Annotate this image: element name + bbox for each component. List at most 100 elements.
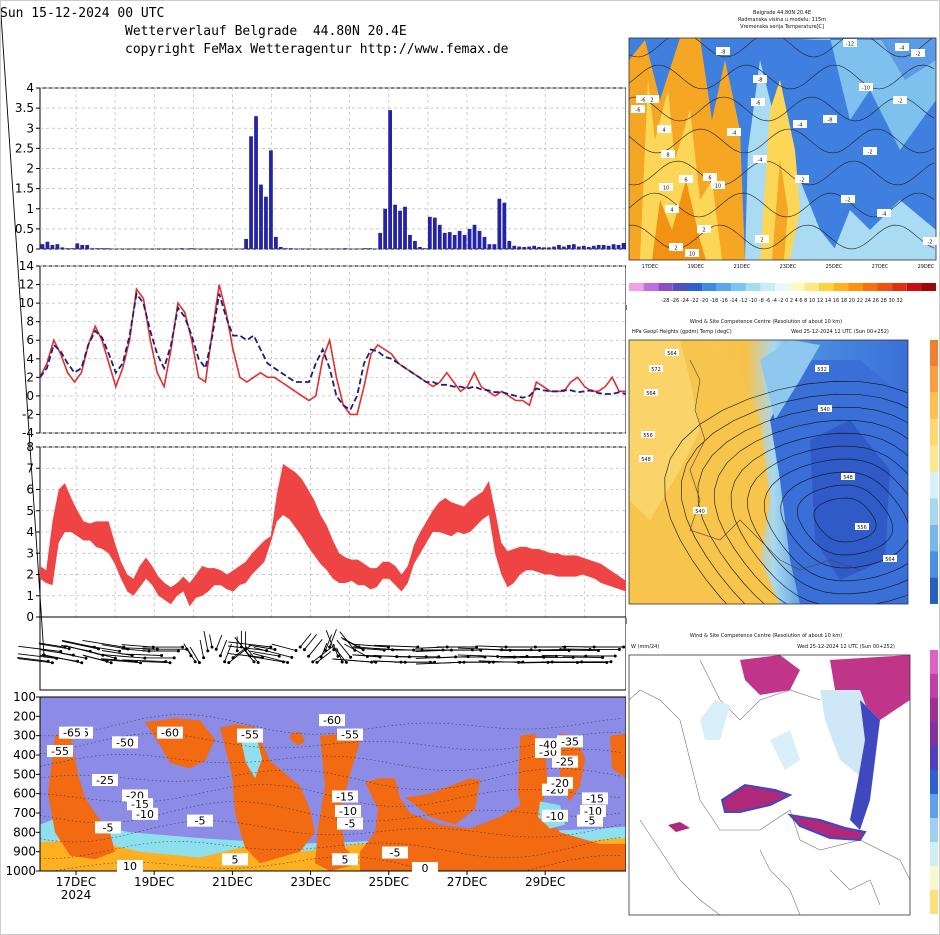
thumb1-contour-label: -2 <box>898 99 903 105</box>
wind-barb <box>520 649 561 651</box>
precip-bar <box>184 248 189 250</box>
cross-contour-label: -10 <box>136 808 154 821</box>
thumb1-scale-swatch <box>921 283 936 291</box>
precip-bar <box>70 248 75 249</box>
thumb1-contour-label: 2 <box>650 98 653 104</box>
wind-barb-head <box>218 654 222 658</box>
wind-barb <box>224 643 232 662</box>
precip-bar <box>492 244 497 249</box>
thumb1-scale-swatch <box>629 283 644 291</box>
precip-bar <box>90 248 95 249</box>
precip-bar <box>527 246 532 249</box>
wind-barb <box>344 643 368 657</box>
cross-label-bg <box>319 714 345 727</box>
precip-bar <box>576 246 581 249</box>
thumb1-contour-label: 6 <box>684 178 687 184</box>
thumb1-label-bg <box>795 175 809 183</box>
precip-bar <box>621 242 626 249</box>
precip-bar <box>239 248 244 250</box>
thumb3-title: Wind & Site Competence Centre (Resolutio… <box>690 633 842 639</box>
wind-barb <box>83 655 112 664</box>
precip-bar <box>616 244 621 249</box>
thumb2-contour <box>664 380 908 604</box>
wind-barb-head <box>617 647 621 651</box>
thumb1-scale-swatch <box>862 283 878 291</box>
thumb3-scale-swatch <box>930 650 938 674</box>
precip-bar <box>457 230 462 249</box>
wind-ytick-label: 6 <box>26 483 34 497</box>
wind-barb <box>17 657 49 662</box>
cross-contour-label: 5 <box>342 853 349 866</box>
wind-barb-head <box>197 661 201 665</box>
precip-bar <box>333 248 338 250</box>
thumb1-x-label: 19DEC <box>688 264 705 270</box>
thumb2-cool-air <box>760 340 820 420</box>
precip-bar <box>298 248 303 250</box>
thumb1-scale-swatch <box>775 283 790 291</box>
cross-section-shape <box>405 778 480 825</box>
precip-bar <box>552 246 556 249</box>
wind-barb-head <box>344 660 348 664</box>
wind-barb-head <box>160 654 164 657</box>
precip-ytick-label: 1.5 <box>15 182 34 196</box>
thumb3-scale-swatch <box>930 866 938 890</box>
wind-barb-head <box>210 645 214 649</box>
wind-barb-head <box>315 660 319 664</box>
thumb2-label-bg <box>644 389 658 396</box>
precip-ytick-label: 3.5 <box>15 101 34 115</box>
wind-barb <box>499 656 544 659</box>
thumb1-label-bg <box>657 125 671 133</box>
cross-label-bg <box>542 809 568 822</box>
thumb1-label-bg <box>661 150 675 158</box>
cross-ytick-label: 1000 <box>5 864 36 878</box>
precip-bar <box>363 248 368 249</box>
thumb1-x-label: 25DEC <box>826 264 843 270</box>
wind-barb <box>562 656 603 658</box>
cross-ytick-label: 300 <box>13 729 36 743</box>
cross-label-bg <box>59 726 85 739</box>
cross-contour-label: -55 <box>341 729 359 742</box>
wind-barb <box>121 659 166 663</box>
wind-ytick-label: 7 <box>26 461 34 475</box>
thumb1-frame <box>628 37 937 261</box>
precip-bar <box>403 206 407 249</box>
precip-bar <box>323 248 328 250</box>
wind-barb <box>249 655 284 663</box>
wind-barb-head <box>311 660 315 664</box>
thumb3-small-snow <box>668 822 690 832</box>
thumb3-scale-swatch <box>930 890 938 914</box>
wind-barb <box>18 645 61 652</box>
temperature-ytick-label: 8 <box>26 315 34 329</box>
wind-barb <box>299 633 312 648</box>
cross-contour-label: -10 <box>339 805 357 818</box>
wind-barb-head <box>109 661 113 665</box>
thumb3-coastline <box>639 819 721 915</box>
precip-bar <box>293 248 298 250</box>
wind-barb-head <box>273 648 277 651</box>
wind-barb-head <box>118 649 122 653</box>
thumb1-contour <box>629 128 935 154</box>
wind-ytick-label: 4 <box>26 525 34 539</box>
temperature-ytick-label: 6 <box>26 333 34 347</box>
wind-barb <box>101 644 129 650</box>
thumb3-coastline <box>759 849 801 915</box>
thumb1-contour-label: -4 <box>732 131 737 137</box>
thumb1-scale-swatch <box>848 283 863 291</box>
precip-bar <box>134 248 139 250</box>
cross-contour-label: -50 <box>116 736 134 749</box>
cross-section-contour <box>40 768 623 791</box>
thumb2-contour <box>681 393 908 604</box>
precip-ytick-label: 2.5 <box>15 141 34 155</box>
wind-ytick-label: 5 <box>26 504 34 518</box>
thumb3-coastline <box>829 869 881 906</box>
wind-barb-head <box>181 645 185 649</box>
thumb1-label-bg <box>877 209 891 217</box>
thumb1-x-label: 27DEC <box>872 264 889 270</box>
precip-bar <box>591 245 596 249</box>
thumb3-scale-swatch <box>930 818 938 842</box>
cross-label-bg <box>337 817 363 830</box>
cross-section-shape <box>360 778 626 871</box>
thumb2-label-bg <box>818 405 832 412</box>
thumb1-label-bg <box>727 128 741 136</box>
thumb2-contour-label: 556 <box>857 525 867 531</box>
